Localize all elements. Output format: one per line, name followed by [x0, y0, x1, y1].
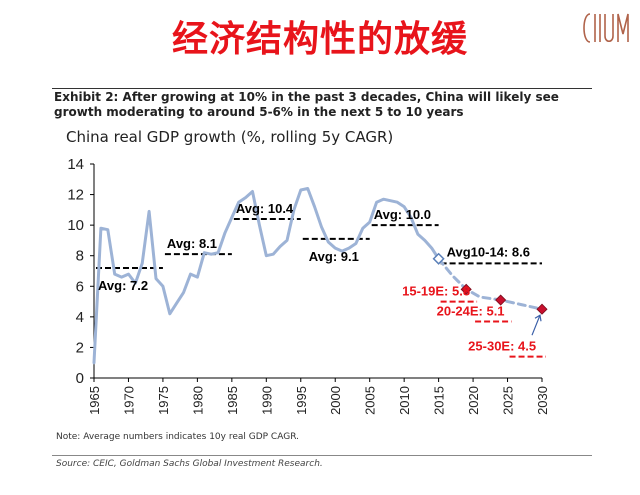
forecast-diamond-marker — [536, 303, 548, 315]
slide-title: 经济结构性的放缓 — [171, 19, 468, 60]
average-label: Avg: 10.4 — [236, 201, 294, 216]
x-tick-label: 1970 — [121, 386, 136, 415]
x-tick-label: 1965 — [87, 386, 102, 415]
x-tick-label: 2000 — [328, 386, 343, 415]
x-tick-label: 2020 — [466, 386, 481, 415]
average-label: 20-24E: 5.1 — [437, 303, 505, 318]
gdp-growth-chart: 0 2 4 6 8 10 12 14 1965 1970 1975 1980 1985 1990 1995 2… — [67, 156, 550, 415]
x-tick-label: 2025 — [501, 386, 516, 415]
average-label: Avg: 10.0 — [374, 207, 431, 222]
x-tick-label: 2015 — [432, 386, 447, 415]
source-note: Source: CEIC, Goldman Sachs Global Inves… — [56, 459, 323, 469]
y-tick-label: 4 — [76, 309, 84, 326]
gdp-series-line — [92, 187, 441, 365]
header-rule — [52, 88, 592, 89]
x-tick-label: 1975 — [156, 386, 171, 415]
y-tick-label: 10 — [67, 217, 84, 234]
forecast-diamond-marker — [460, 283, 472, 295]
brand-logo — [583, 13, 629, 43]
x-tick-label: 2030 — [535, 386, 550, 415]
average-label: 15-19E: 5.8 — [402, 284, 470, 299]
hollow-diamond-marker — [432, 252, 445, 265]
chart-title: China real GDP growth (%, rolling 5y CAG… — [66, 128, 394, 146]
x-tick-label: 1985 — [225, 386, 240, 415]
x-tick-label: 2010 — [397, 386, 412, 415]
y-tick-label: 12 — [67, 187, 84, 204]
pointer-arrowhead — [534, 314, 542, 322]
y-tick-label: 8 — [76, 248, 84, 265]
y-tick-label: 6 — [76, 278, 84, 295]
x-tick-label: 2005 — [363, 386, 378, 415]
forecast-diamond-marker — [495, 294, 507, 306]
x-tick-label: 1980 — [190, 386, 205, 415]
x-tick-label: 1995 — [294, 386, 309, 415]
y-tick-label: 2 — [76, 339, 84, 356]
average-label: 25-30E: 4.5 — [468, 339, 536, 354]
forecast-series-line — [437, 257, 544, 311]
average-label: Avg10-14: 8.6 — [447, 244, 530, 259]
footer-rule — [52, 455, 592, 456]
y-tick-label: 0 — [76, 370, 84, 387]
chart-note: Note: Average numbers indicates 10y real… — [56, 432, 299, 442]
average-label: Avg: 8.1 — [167, 236, 217, 251]
exhibit-heading: Exhibit 2: After growing at 10% in the p… — [54, 90, 559, 119]
average-label: Avg: 7.2 — [98, 278, 148, 293]
pointer-arrow — [531, 314, 541, 336]
y-tick-label: 14 — [67, 156, 84, 173]
x-tick-label: 1990 — [259, 386, 274, 415]
average-label: Avg: 9.1 — [309, 249, 359, 264]
